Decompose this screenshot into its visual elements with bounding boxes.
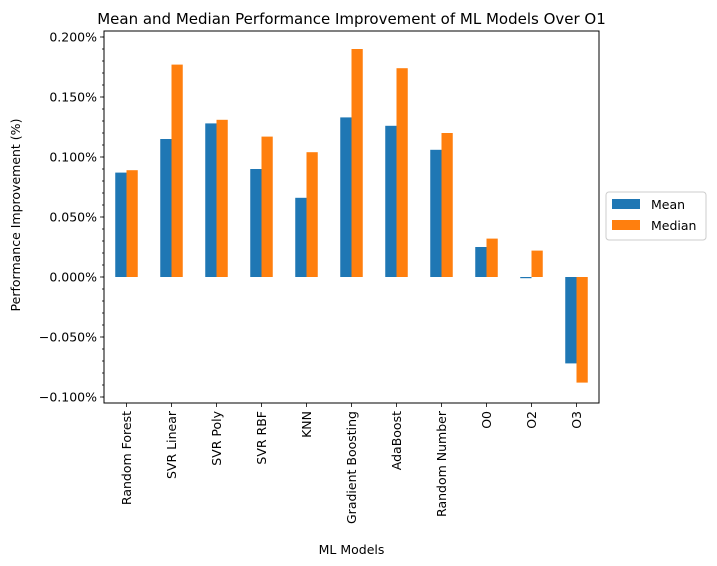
x-tick-label: O3 [569, 411, 584, 429]
x-tick-label: Gradient Boosting [344, 411, 359, 524]
y-tick-label: 0.000% [49, 270, 97, 285]
legend-label-median: Median [651, 218, 696, 233]
x-tick-label: Random Number [434, 410, 449, 517]
bar-median-svr-rbf [261, 136, 273, 277]
legend-label-mean: Mean [651, 197, 685, 212]
y-tick-label: 0.150% [49, 90, 97, 105]
bar-median-random-number [441, 133, 453, 277]
bar-median-svr-poly [216, 119, 228, 277]
x-tick-label: O0 [479, 411, 494, 429]
bar-median-o0 [486, 238, 498, 277]
x-tick-label: SVR Poly [209, 410, 224, 465]
bar-median-knn [306, 152, 318, 277]
x-tick-label: AdaBoost [389, 411, 404, 470]
y-tick-label: 0.050% [49, 210, 97, 225]
bar-mean-o2 [520, 277, 532, 279]
bar-mean-knn [295, 197, 307, 277]
bar-mean-o0 [475, 247, 487, 277]
legend: Mean Median [605, 191, 707, 241]
x-axis-ticks: Random Forest SVR Linear SVR Poly SVR RBF KN… [119, 403, 584, 524]
bar-median-random-forest [126, 170, 138, 277]
chart-title: Mean and Median Performance Improvement … [97, 10, 606, 28]
bar-mean-svr-poly [205, 123, 217, 278]
bar-mean-adaboost [385, 125, 397, 277]
bar-mean-gradient-boosting [340, 117, 352, 278]
y-axis-label: Performance Improvement (%) [8, 119, 23, 312]
bar-mean-svr-rbf [250, 169, 262, 277]
x-tick-label: KNN [299, 411, 314, 438]
x-tick-label: Random Forest [119, 411, 134, 505]
x-tick-label: O2 [524, 411, 539, 429]
bar-mean-svr-linear [160, 139, 172, 277]
x-tick-label: SVR RBF [254, 411, 269, 465]
legend-swatch-mean [612, 199, 640, 209]
bar-mean-random-forest [115, 172, 127, 277]
bar-median-adaboost [396, 68, 408, 277]
bar-median-svr-linear [171, 64, 183, 277]
bar-median-gradient-boosting [351, 49, 363, 277]
bar-median-o3 [576, 277, 588, 383]
legend-swatch-median [612, 220, 640, 230]
x-tick-label: SVR Linear [164, 410, 179, 479]
y-tick-label: 0.200% [49, 30, 97, 45]
bar-mean-random-number [430, 149, 442, 277]
bar-mean-o3 [565, 277, 577, 364]
bar-median-o2 [531, 250, 543, 277]
y-tick-label: 0.100% [49, 150, 97, 165]
y-tick-label: −0.050% [39, 330, 97, 345]
plot-frame [103, 30, 600, 404]
bars-layer [115, 49, 588, 383]
x-axis-label: ML Models [319, 542, 385, 557]
y-tick-label: −0.100% [39, 390, 97, 405]
y-axis-ticks: −0.100% −0.050% 0.000% 0.050% 0.100% 0.150% 0.… [39, 30, 104, 405]
